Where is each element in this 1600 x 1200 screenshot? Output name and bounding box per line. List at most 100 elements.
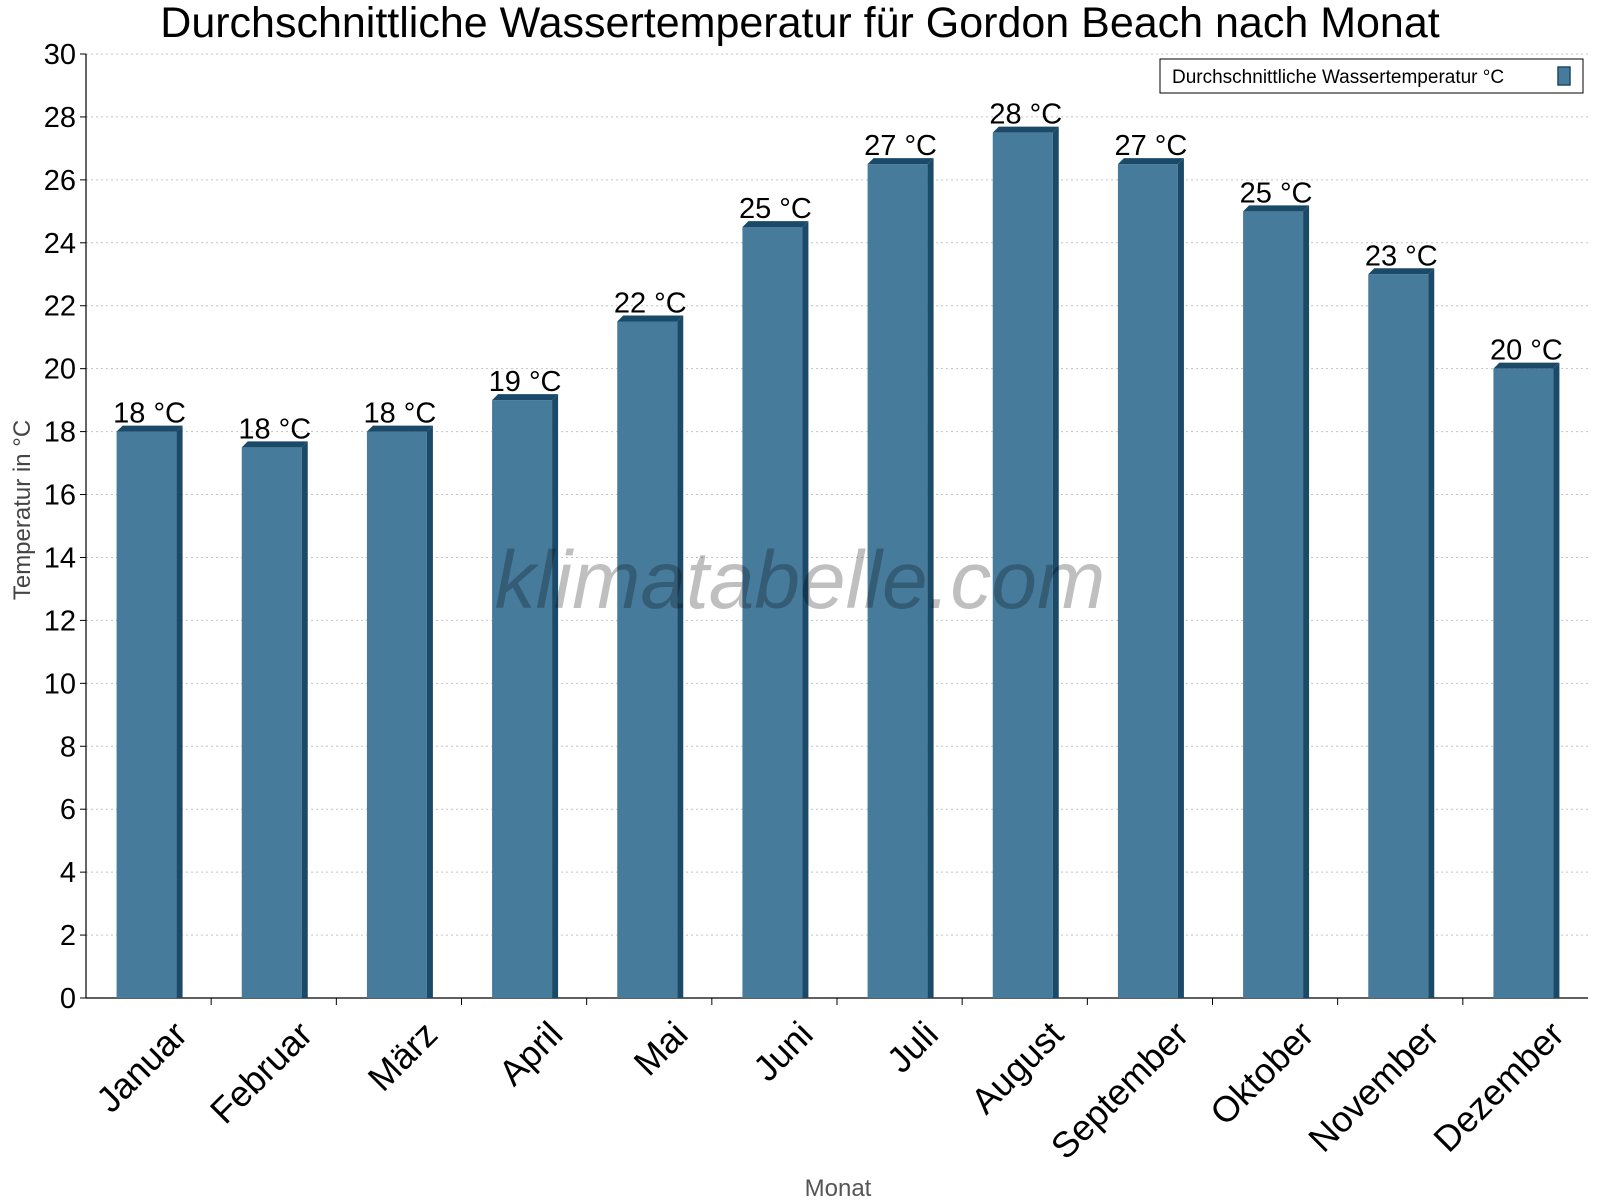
bar-side [677, 315, 684, 998]
bar-8 [992, 126, 1059, 998]
data-label: 23 °C [1365, 240, 1438, 272]
legend: Durchschnittliche Wassertemperatur °C [1159, 58, 1584, 94]
y-tick-label: 26 [44, 165, 76, 197]
bar-12 [1493, 362, 1560, 999]
bar-6 [742, 221, 809, 999]
watermark-text: klimatabelle.com [495, 535, 1106, 626]
y-tick-label: 28 [44, 102, 76, 134]
y-tick-label: 6 [60, 794, 76, 826]
x-tick-label: Dezember [1425, 1013, 1571, 1159]
x-tick-label: September [1043, 1013, 1197, 1167]
bar-5 [617, 315, 684, 998]
data-label: 27 °C [864, 130, 937, 162]
bar-top [1368, 268, 1435, 275]
y-tick-label: 22 [44, 291, 76, 323]
data-label: 27 °C [1114, 130, 1187, 162]
data-labels: 18 °C 18 °C 18 °C 19 °C 22 °C 25 °C 27 °C 28 °C… [113, 99, 1563, 446]
bar-side [426, 425, 433, 999]
bar-face [742, 227, 803, 999]
bar-top [867, 158, 934, 165]
data-label: 20 °C [1490, 335, 1563, 367]
x-tick-label: März [360, 1013, 446, 1099]
bar-face [992, 132, 1053, 998]
bar-face [241, 447, 302, 998]
data-label: 19 °C [489, 366, 562, 398]
bar-face [1117, 164, 1178, 999]
y-axis-label: Temperatur in °C [9, 420, 36, 600]
x-tick-label: August [963, 1013, 1071, 1121]
bars [116, 126, 1560, 999]
bar-top [742, 221, 809, 228]
bar-face [617, 321, 678, 998]
bar-side [552, 394, 559, 999]
grid-lines [86, 53, 1588, 936]
data-label: 25 °C [739, 193, 812, 225]
x-tick-label: Juli [879, 1013, 946, 1080]
x-tick-label: Juni [745, 1013, 821, 1089]
chart-title: Durchschnittliche Wassertemperatur für G… [160, 0, 1440, 47]
x-tick-label: Mai [626, 1013, 696, 1083]
x-tick-label: April [490, 1013, 570, 1093]
data-label: 18 °C [363, 398, 436, 430]
bar-side [802, 221, 809, 999]
bar-face [116, 431, 177, 999]
bar-4 [492, 394, 559, 999]
bar-side [176, 425, 183, 999]
bar-7 [867, 158, 934, 999]
data-label: 18 °C [113, 398, 186, 430]
bar-top [116, 425, 183, 432]
bar-side [1052, 126, 1059, 998]
data-label: 18 °C [238, 413, 311, 445]
data-label: 25 °C [1240, 177, 1313, 209]
bar-side [1303, 205, 1310, 999]
bar-face [1493, 368, 1554, 999]
x-tick-label: November [1300, 1013, 1446, 1159]
legend-swatch [1557, 66, 1571, 86]
bar-face [1368, 274, 1429, 998]
bar-11 [1368, 268, 1435, 998]
legend-box [1159, 58, 1584, 94]
bar-1 [116, 425, 183, 999]
bar-10 [1243, 205, 1310, 999]
bar-2 [241, 441, 308, 998]
x-tick-label: Oktober [1202, 1013, 1322, 1133]
axes [80, 53, 1588, 1005]
bar-side [927, 158, 934, 999]
bar-3 [366, 425, 433, 999]
bar-top [1493, 362, 1560, 369]
x-tick-label: Februar [202, 1013, 320, 1131]
x-tick-label: Januar [88, 1013, 195, 1120]
bar-top [992, 126, 1059, 133]
bar-side [1428, 268, 1435, 998]
y-tick-label: 8 [60, 731, 76, 763]
bar-face [492, 400, 553, 999]
bar-top [617, 315, 684, 322]
x-tick-labels: Januar Februar März April Mai Juni Juli AugustS… [88, 1013, 1572, 1167]
bar-top [1117, 158, 1184, 165]
y-tick-label: 0 [60, 983, 76, 1015]
bar-top [1243, 205, 1310, 212]
bar-side [1553, 362, 1560, 999]
y-tick-label: 2 [60, 920, 76, 952]
y-tick-label: 14 [44, 542, 76, 574]
y-tick-label: 24 [44, 228, 76, 260]
bar-face [366, 431, 427, 999]
data-label: 28 °C [989, 99, 1062, 131]
y-tick-label: 20 [44, 354, 76, 386]
bar-face [1243, 211, 1304, 999]
y-tick-label: 30 [44, 39, 76, 71]
legend-label: Durchschnittliche Wassertemperatur °C [1172, 67, 1504, 88]
y-tick-label: 12 [44, 605, 76, 637]
y-tick-label: 18 [44, 417, 76, 449]
bar-side [301, 441, 308, 998]
bar-9 [1117, 158, 1184, 999]
bar-top [241, 441, 308, 448]
bar-top [366, 425, 433, 432]
x-axis-label: Monat [805, 1175, 872, 1200]
bar-top [492, 394, 559, 401]
y-tick-label: 16 [44, 480, 76, 512]
y-tick-label: 10 [44, 668, 76, 700]
bar-face [867, 164, 928, 999]
